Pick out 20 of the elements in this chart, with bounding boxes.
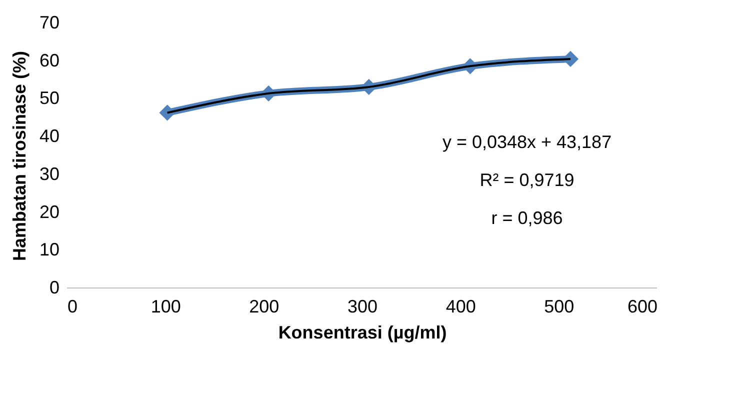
x-tick-label: 400: [446, 296, 476, 316]
y-tick-label: 10: [39, 240, 60, 260]
y-tick-label: 20: [39, 202, 60, 222]
y-tick-label: 0: [49, 278, 60, 298]
x-tick-label: 300: [347, 296, 378, 316]
y-tick-label: 30: [39, 164, 60, 184]
x-tick-label: 500: [544, 296, 574, 316]
x-tick-label: 0: [68, 296, 78, 316]
annotation: r = 0,986: [491, 208, 563, 228]
y-axis-title: Hambatan tirosinase (%): [9, 50, 30, 262]
y-tick-label: 70: [39, 12, 60, 32]
annotation: R² = 0,9719: [480, 170, 574, 190]
y-tick-label: 50: [39, 88, 60, 108]
x-tick-label: 200: [249, 296, 280, 316]
x-tick-label: 100: [150, 296, 181, 316]
y-tick-label: 60: [39, 50, 60, 70]
x-axis-title: Konsentrasi (µg/ml): [278, 322, 447, 342]
x-tick-label: 600: [627, 296, 658, 316]
annotation: y = 0,0348x + 43,187: [442, 132, 612, 152]
y-tick-label: 40: [39, 126, 60, 146]
